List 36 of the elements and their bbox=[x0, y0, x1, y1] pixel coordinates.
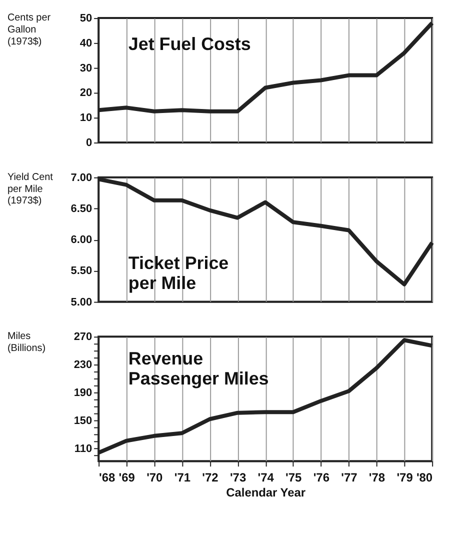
x-tick-label: '75 bbox=[286, 470, 302, 484]
text: Revenue Passenger Miles bbox=[128, 348, 269, 388]
y-tick-label: 40 bbox=[80, 37, 92, 50]
y-tick-label: 20 bbox=[80, 87, 92, 100]
x-tick-label: '69 bbox=[118, 470, 136, 484]
y-axis-title: Cents per Gallon (1973$) bbox=[7, 12, 52, 48]
y-tick-label: 50 bbox=[80, 12, 92, 25]
y-tick-label: 270 bbox=[74, 331, 92, 344]
y-axis-title: Miles (Billions) bbox=[7, 331, 46, 354]
x-tick-label: '74 bbox=[258, 470, 274, 484]
y-tick-label: 6.00 bbox=[70, 234, 92, 246]
y-tick-label: 30 bbox=[80, 62, 92, 74]
x-tick-label: '68 bbox=[99, 470, 116, 484]
y-axis-title: Yield Cent per Mile (1973$) bbox=[7, 172, 54, 207]
y-tick-label: 230 bbox=[74, 359, 92, 372]
y-tick-label: 110 bbox=[74, 442, 92, 455]
y-tick-label: 7.00 bbox=[70, 172, 92, 184]
text: Ticket Price per Mile bbox=[128, 252, 229, 293]
x-tick-label: '72 bbox=[202, 470, 219, 484]
x-tick-label: '71 bbox=[174, 470, 191, 484]
y-tick-label: 5.00 bbox=[70, 296, 92, 308]
x-tick-label: '70 bbox=[146, 470, 164, 484]
y-tick-label: 150 bbox=[74, 415, 92, 428]
x-axis-title: Calendar Year bbox=[226, 485, 306, 500]
x-tick-label: '73 bbox=[230, 470, 246, 484]
x-tick-label: '79 bbox=[396, 470, 414, 484]
y-tick-label: 0 bbox=[86, 136, 92, 149]
y-tick-label: 6.50 bbox=[70, 202, 92, 215]
y-tick-label: 10 bbox=[80, 112, 92, 124]
x-tick-label: '78 bbox=[368, 470, 386, 484]
x-tick-label: '76 bbox=[313, 470, 330, 484]
x-tick-label: '80 bbox=[416, 470, 433, 484]
y-tick-label: 5.50 bbox=[70, 265, 92, 278]
y-tick-label: 190 bbox=[74, 387, 92, 400]
text: Jet Fuel Costs bbox=[128, 34, 251, 54]
x-tick-label: '77 bbox=[341, 470, 358, 484]
